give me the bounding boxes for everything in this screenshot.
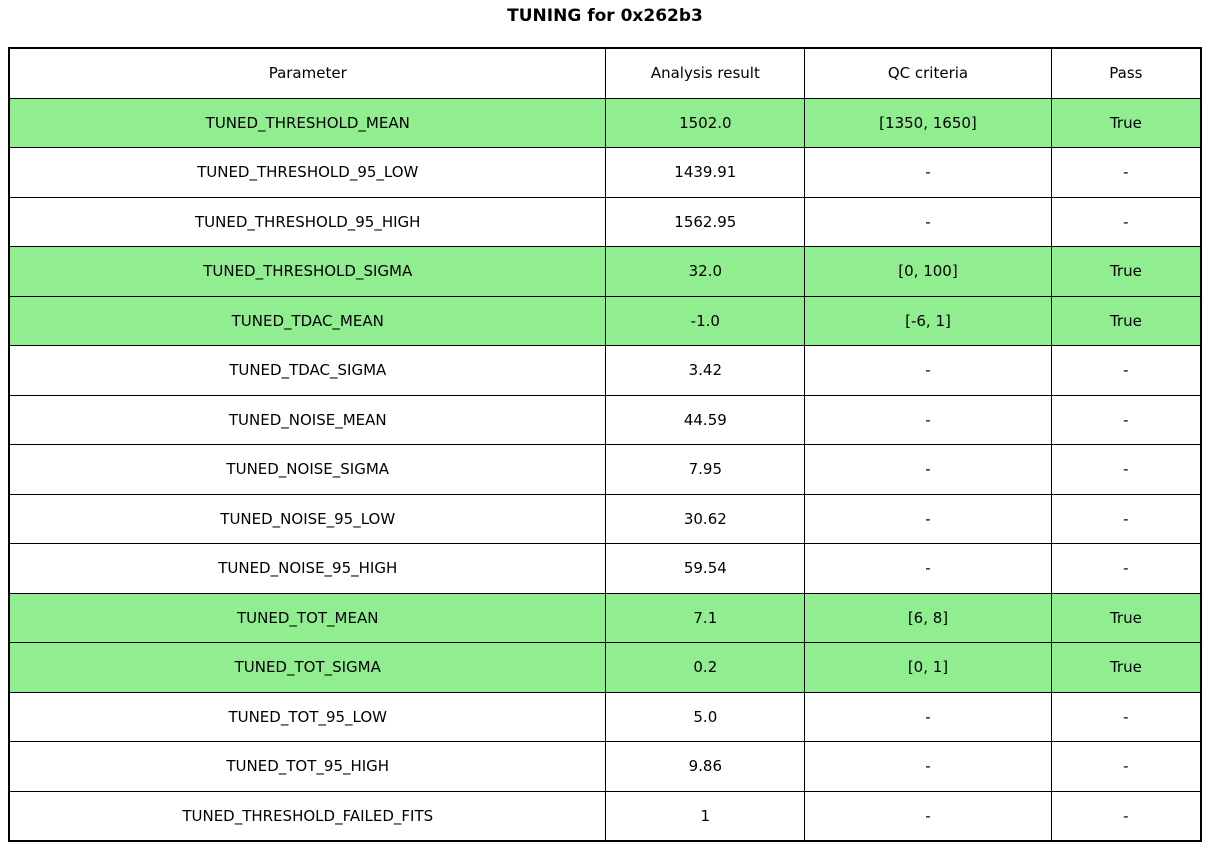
cell-parameter: TUNED_THRESHOLD_FAILED_FITS — [8, 790, 607, 842]
cell-analysis-result: -1.0 — [605, 295, 806, 346]
cell-pass: - — [1050, 394, 1202, 445]
cell-analysis-result: 44.59 — [605, 394, 806, 445]
cell-parameter: TUNED_THRESHOLD_MEAN — [8, 97, 607, 148]
cell-analysis-result: 1502.0 — [605, 97, 806, 148]
table-row: TUNED_TOT_MEAN 7.1 [6, 8] True — [8, 592, 1202, 643]
column-header-pass: Pass — [1050, 47, 1202, 99]
cell-qc-criteria: [-6, 1] — [804, 295, 1052, 346]
table-row: TUNED_NOISE_SIGMA 7.95- - — [8, 444, 1202, 495]
cell-qc-criteria: - — [804, 196, 1052, 247]
cell-parameter: TUNED_THRESHOLD_95_HIGH — [8, 196, 607, 247]
cell-analysis-result: 5.0 — [605, 691, 806, 742]
table-body: TUNED_THRESHOLD_MEAN 1502.0 [1350, 1650] Tr… — [8, 97, 1202, 842]
table-row: TUNED_THRESHOLD_95_HIGH 1562.95- - — [8, 196, 1202, 247]
cell-pass: True — [1050, 592, 1202, 643]
cell-qc-criteria: - — [804, 790, 1052, 842]
cell-parameter: TUNED_TOT_SIGMA — [8, 642, 607, 693]
cell-parameter: TUNED_NOISE_95_LOW — [8, 493, 607, 544]
header-row: Parameter Analysis result QC criteria Pa… — [8, 47, 1202, 99]
qc-results-table: Parameter Analysis result QC criteria Pa… — [8, 47, 1202, 842]
cell-analysis-result: 59.54 — [605, 543, 806, 594]
cell-qc-criteria: - — [804, 493, 1052, 544]
cell-parameter: TUNED_TDAC_MEAN — [8, 295, 607, 346]
cell-qc-criteria: [0, 1] — [804, 642, 1052, 693]
cell-analysis-result: 7.1 — [605, 592, 806, 643]
cell-parameter: TUNED_TOT_95_HIGH — [8, 741, 607, 792]
column-header-qc-criteria: QC criteria — [804, 47, 1052, 99]
cell-parameter: TUNED_TOT_95_LOW — [8, 691, 607, 742]
cell-pass: - — [1050, 790, 1202, 842]
cell-pass: - — [1050, 196, 1202, 247]
cell-qc-criteria: [1350, 1650] — [804, 97, 1052, 148]
cell-pass: True — [1050, 295, 1202, 346]
cell-qc-criteria: - — [804, 444, 1052, 495]
cell-pass: - — [1050, 345, 1202, 396]
cell-analysis-result: 1562.95 — [605, 196, 806, 247]
cell-analysis-result: 9.86 — [605, 741, 806, 792]
cell-qc-criteria: - — [804, 147, 1052, 198]
cell-qc-criteria: - — [804, 691, 1052, 742]
table-row: TUNED_THRESHOLD_95_LOW 1439.91- - — [8, 147, 1202, 198]
table-row: TUNED_THRESHOLD_FAILED_FITS 1- - — [8, 790, 1202, 842]
cell-pass: - — [1050, 741, 1202, 792]
cell-qc-criteria: [6, 8] — [804, 592, 1052, 643]
cell-analysis-result: 1439.91 — [605, 147, 806, 198]
table-row: TUNED_THRESHOLD_MEAN 1502.0 [1350, 1650] Tr… — [8, 97, 1202, 148]
cell-pass: - — [1050, 691, 1202, 742]
column-header-parameter: Parameter — [8, 47, 607, 99]
cell-analysis-result: 32.0 — [605, 246, 806, 297]
cell-parameter: TUNED_TDAC_SIGMA — [8, 345, 607, 396]
table-row: TUNED_NOISE_95_LOW 30.62- - — [8, 493, 1202, 544]
chart-title: TUNING for 0x262b3 — [507, 6, 703, 26]
table-row: TUNED_NOISE_MEAN 44.59- - — [8, 394, 1202, 445]
cell-parameter: TUNED_TOT_MEAN — [8, 592, 607, 643]
cell-analysis-result: 1 — [605, 790, 806, 842]
table-header: Parameter Analysis result QC criteria Pa… — [8, 47, 1202, 99]
table-row: TUNED_TDAC_MEAN -1.0 [-6, 1] True — [8, 295, 1202, 346]
table-row: TUNED_TOT_95_HIGH 9.86- - — [8, 741, 1202, 792]
cell-qc-criteria: - — [804, 543, 1052, 594]
table-row: TUNED_TOT_SIGMA 0.2 [0, 1] True — [8, 642, 1202, 693]
cell-pass: - — [1050, 444, 1202, 495]
cell-parameter: TUNED_NOISE_95_HIGH — [8, 543, 607, 594]
cell-parameter: TUNED_THRESHOLD_95_LOW — [8, 147, 607, 198]
table-row: TUNED_THRESHOLD_SIGMA 32.0 [0, 100] True — [8, 246, 1202, 297]
table-row: TUNED_NOISE_95_HIGH 59.54- - — [8, 543, 1202, 594]
cell-qc-criteria: - — [804, 394, 1052, 445]
cell-parameter: TUNED_NOISE_MEAN — [8, 394, 607, 445]
cell-analysis-result: 7.95 — [605, 444, 806, 495]
cell-analysis-result: 3.42 — [605, 345, 806, 396]
cell-parameter: TUNED_NOISE_SIGMA — [8, 444, 607, 495]
cell-pass: - — [1050, 543, 1202, 594]
cell-qc-criteria: - — [804, 741, 1052, 792]
table-row: TUNED_TDAC_SIGMA 3.42- - — [8, 345, 1202, 396]
table-row: TUNED_TOT_95_LOW 5.0- - — [8, 691, 1202, 742]
cell-analysis-result: 30.62 — [605, 493, 806, 544]
cell-pass: - — [1050, 147, 1202, 198]
cell-qc-criteria: - — [804, 345, 1052, 396]
cell-pass: True — [1050, 97, 1202, 148]
cell-analysis-result: 0.2 — [605, 642, 806, 693]
cell-pass: True — [1050, 642, 1202, 693]
cell-parameter: TUNED_THRESHOLD_SIGMA — [8, 246, 607, 297]
column-header-analysis-result: Analysis result — [605, 47, 806, 99]
cell-pass: - — [1050, 493, 1202, 544]
cell-pass: True — [1050, 246, 1202, 297]
cell-qc-criteria: [0, 100] — [804, 246, 1052, 297]
